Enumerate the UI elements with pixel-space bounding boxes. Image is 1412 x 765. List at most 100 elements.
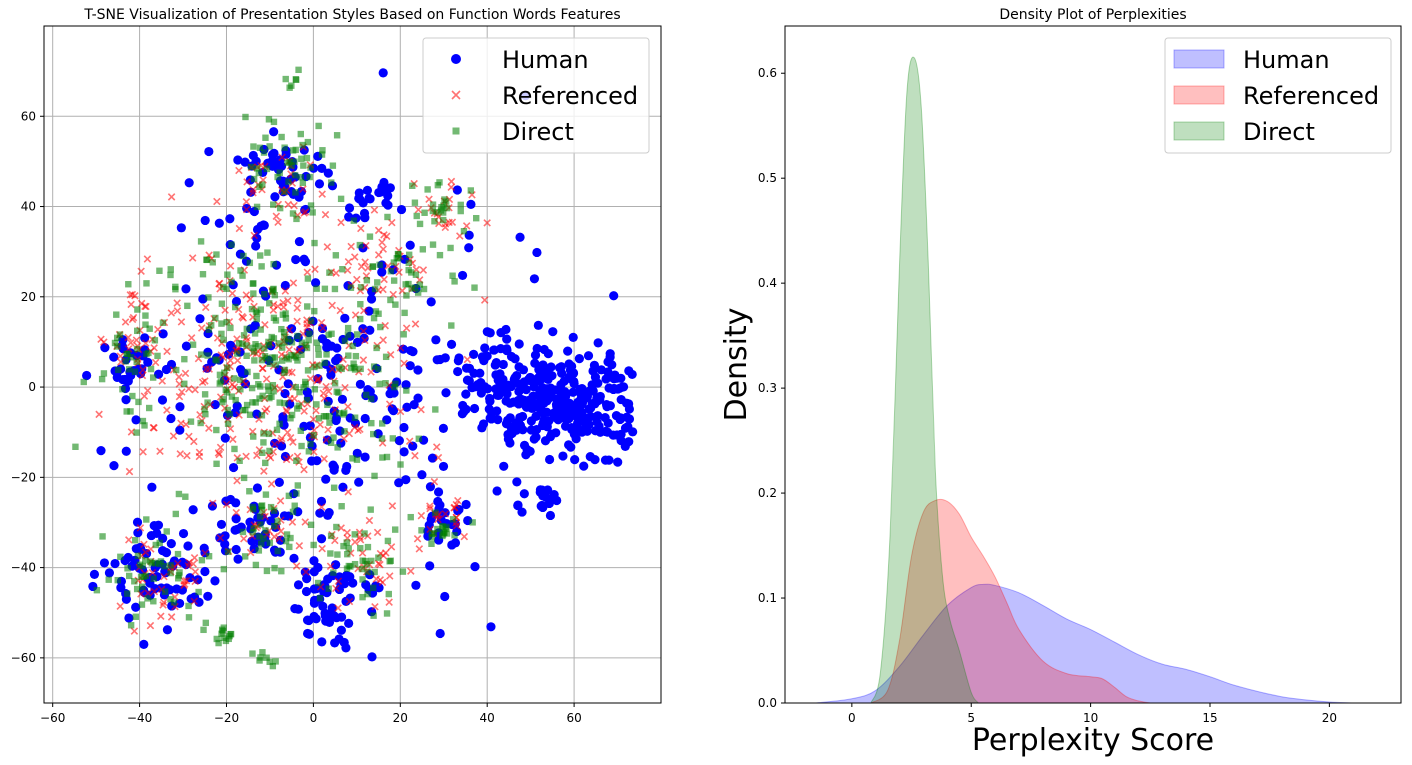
referenced-point bbox=[462, 222, 471, 230]
human-point bbox=[366, 294, 377, 304]
direct-point bbox=[291, 158, 298, 165]
human-point bbox=[299, 254, 309, 264]
human-point bbox=[301, 586, 312, 597]
direct-point bbox=[247, 163, 255, 171]
direct-point bbox=[255, 380, 262, 388]
direct-point bbox=[260, 535, 267, 542]
referenced-point bbox=[378, 238, 386, 247]
referenced-point bbox=[379, 245, 387, 253]
referenced-point bbox=[159, 601, 167, 609]
direct-point bbox=[288, 411, 296, 419]
direct-point bbox=[249, 650, 256, 657]
referenced-point bbox=[229, 435, 237, 444]
direct-point bbox=[201, 406, 208, 413]
direct-point bbox=[315, 351, 322, 358]
human-point bbox=[314, 179, 325, 189]
direct-point bbox=[98, 375, 106, 383]
referenced-point bbox=[138, 371, 147, 380]
human-point bbox=[405, 240, 415, 250]
direct-point bbox=[157, 558, 165, 565]
human-point bbox=[396, 204, 407, 215]
direct-point bbox=[442, 525, 449, 533]
direct-point bbox=[125, 572, 133, 580]
direct-point bbox=[305, 448, 313, 455]
referenced-point bbox=[289, 438, 297, 446]
referenced-point bbox=[309, 415, 318, 424]
referenced-point bbox=[233, 356, 242, 365]
direct-point bbox=[371, 472, 378, 480]
y-tick-label: 0.6 bbox=[758, 66, 777, 80]
referenced-point bbox=[337, 218, 345, 227]
referenced-point bbox=[185, 432, 193, 441]
human-point bbox=[323, 168, 333, 178]
direct-point bbox=[440, 529, 448, 536]
referenced-point bbox=[350, 253, 359, 261]
direct-point bbox=[341, 428, 348, 435]
human-point bbox=[485, 413, 495, 423]
direct-point bbox=[382, 353, 390, 361]
referenced-point bbox=[201, 303, 210, 312]
direct-point bbox=[378, 420, 386, 427]
human-point bbox=[526, 416, 536, 426]
direct-point bbox=[167, 569, 174, 577]
direct-point bbox=[436, 251, 444, 259]
human-point bbox=[609, 291, 619, 301]
chart-title: T-SNE Visualization of Presentation Styl… bbox=[83, 7, 620, 23]
direct-point bbox=[270, 118, 278, 126]
human-point bbox=[323, 510, 333, 520]
referenced-point bbox=[163, 406, 171, 414]
direct-point bbox=[181, 355, 188, 363]
direct-point bbox=[235, 340, 243, 347]
direct-point bbox=[357, 545, 364, 552]
direct-point bbox=[291, 352, 298, 360]
referenced-point bbox=[242, 291, 251, 299]
referenced-point bbox=[320, 455, 328, 463]
direct-point bbox=[239, 528, 247, 536]
referenced-point bbox=[311, 265, 319, 274]
direct-point bbox=[124, 590, 131, 597]
human-point bbox=[383, 200, 393, 210]
referenced-point bbox=[317, 503, 326, 511]
direct-point bbox=[307, 164, 314, 171]
direct-point bbox=[197, 238, 205, 245]
direct-point bbox=[273, 426, 281, 434]
direct-point bbox=[357, 365, 364, 373]
referenced-point bbox=[385, 598, 393, 606]
direct-point bbox=[202, 410, 209, 418]
direct-point bbox=[353, 456, 361, 463]
human-point bbox=[311, 278, 321, 288]
direct-point bbox=[376, 261, 383, 269]
direct-point bbox=[156, 267, 163, 274]
direct-point bbox=[114, 576, 121, 584]
density-areas bbox=[815, 56, 1354, 704]
human-point bbox=[195, 314, 205, 324]
direct-point bbox=[266, 539, 274, 547]
human-point bbox=[175, 598, 185, 609]
referenced-point bbox=[116, 602, 124, 610]
referenced-point bbox=[276, 385, 284, 393]
direct-point bbox=[266, 447, 273, 455]
direct-point bbox=[145, 349, 152, 357]
human-point bbox=[491, 384, 501, 394]
direct-point bbox=[391, 383, 398, 391]
human-point bbox=[469, 403, 480, 414]
referenced-point bbox=[148, 568, 157, 577]
referenced-point bbox=[379, 285, 387, 294]
direct-point bbox=[316, 595, 324, 602]
referenced-point bbox=[272, 212, 281, 220]
direct-point bbox=[134, 327, 141, 335]
direct-point bbox=[373, 344, 380, 352]
density-area-direct bbox=[870, 57, 979, 703]
y-tick-label: 40 bbox=[21, 200, 36, 214]
human-point bbox=[519, 440, 530, 450]
direct-point bbox=[248, 305, 256, 313]
human-point bbox=[184, 178, 194, 188]
direct-point bbox=[261, 290, 268, 298]
direct-point bbox=[391, 526, 399, 533]
direct-point bbox=[439, 523, 446, 530]
direct-point bbox=[185, 602, 192, 610]
human-point bbox=[175, 402, 185, 412]
direct-point bbox=[328, 179, 335, 186]
human-point bbox=[175, 425, 185, 435]
human-point bbox=[539, 344, 549, 355]
